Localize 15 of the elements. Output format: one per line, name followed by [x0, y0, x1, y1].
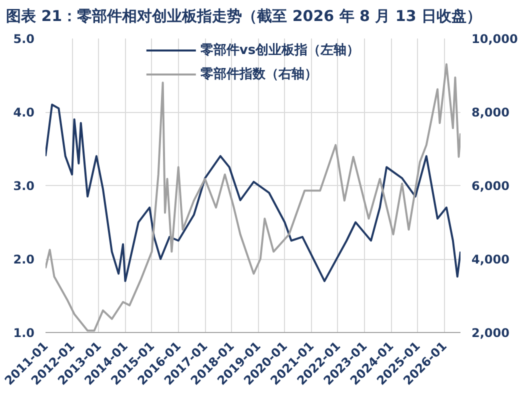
legend-label: 零部件指数（右轴） [200, 66, 318, 82]
y-tick-label: 4.0 [13, 105, 35, 119]
y-tick-label: 1.0 [13, 326, 35, 340]
legend-label: 零部件vs创业板指（左轴） [200, 42, 360, 58]
line-series [46, 62, 460, 332]
chart-title: 图表 21：零部件相对创业板指走势（截至 2026 年 8 月 13 日收盘） [6, 6, 482, 27]
y-tick-label: 5.0 [13, 32, 35, 46]
y-tick-label: 3.0 [13, 178, 35, 192]
y2-tick-label: 6,000 [472, 178, 510, 192]
y2-tick-label: 2,000 [472, 326, 510, 340]
y2-tick-label: 10,000 [472, 32, 518, 46]
line-series [46, 103, 460, 282]
y2-tick-label: 8,000 [472, 105, 510, 119]
y-tick-label: 2.0 [13, 252, 35, 266]
y2-tick-label: 4,000 [472, 252, 510, 266]
